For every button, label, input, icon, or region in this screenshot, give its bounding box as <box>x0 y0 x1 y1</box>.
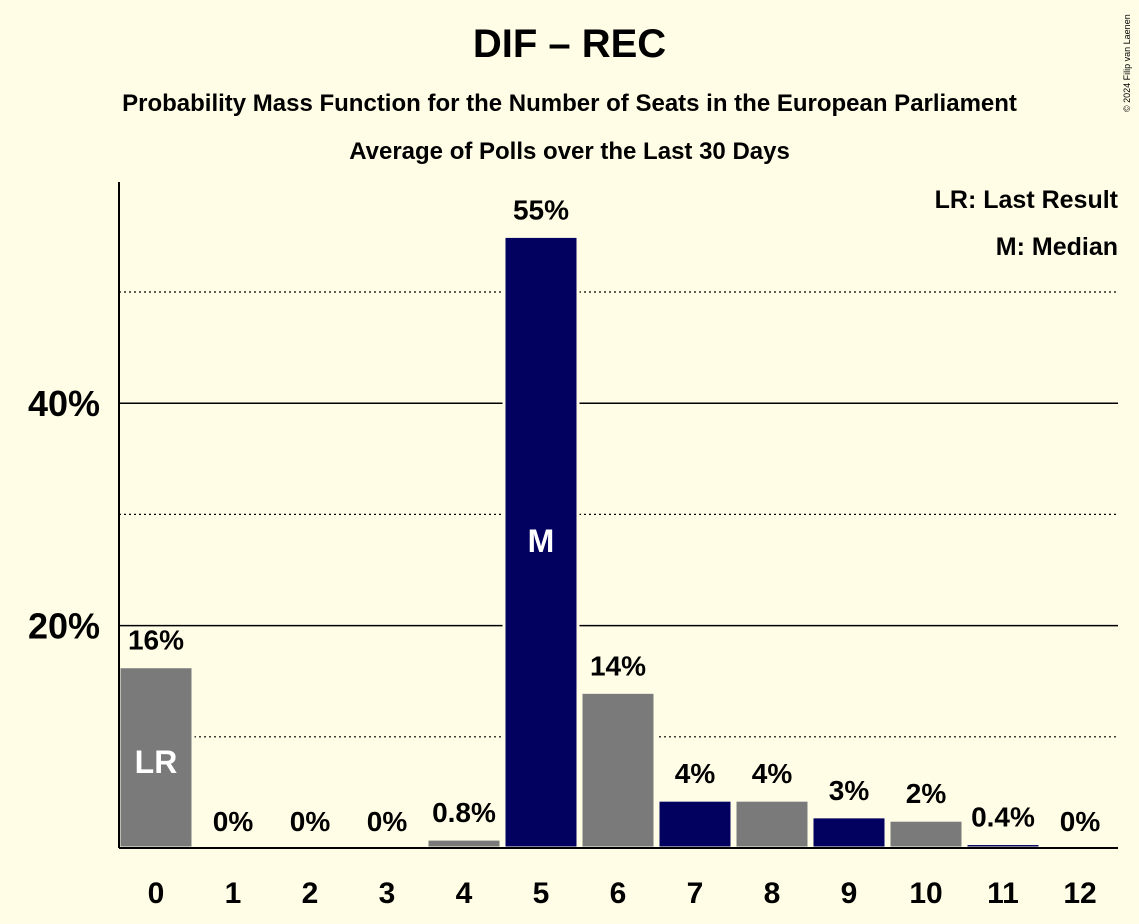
bar-value-label: 2% <box>906 778 947 809</box>
bar-value-label: 0.4% <box>971 802 1035 833</box>
bar-seats-8 <box>733 798 811 850</box>
x-tick-label: 0 <box>148 877 165 910</box>
bar-value-label: 3% <box>829 775 870 806</box>
bar-value-label: 0.8% <box>432 797 496 828</box>
x-tick-label: 6 <box>610 877 627 910</box>
x-tick-label: 3 <box>379 877 396 910</box>
bar-value-label: 0% <box>213 806 254 837</box>
bar-value-label: 0% <box>367 806 408 837</box>
median-marker: M <box>528 523 555 559</box>
x-tick-label: 11 <box>987 877 1019 910</box>
bar-value-label: 4% <box>675 758 716 789</box>
x-tick-label: 5 <box>533 877 550 910</box>
bar-seats-5 <box>502 234 580 850</box>
bar-seats-9 <box>810 815 888 850</box>
bar-seats-7 <box>656 798 734 850</box>
chart-subtitle-period: Average of Polls over the Last 30 Days <box>349 138 790 165</box>
chart-subtitle: Probability Mass Function for the Number… <box>122 90 1017 117</box>
bar-seats-6 <box>579 690 657 850</box>
x-tick-label: 7 <box>687 877 704 910</box>
last-result-marker: LR <box>135 744 178 780</box>
y-tick-label: 20% <box>28 606 100 647</box>
x-tick-label: 9 <box>841 877 858 910</box>
chart-title: DIF – REC <box>472 22 667 66</box>
legend-last-result: LR: Last Result <box>934 186 1118 214</box>
y-tick-label: 40% <box>28 383 100 424</box>
bar-value-label: 4% <box>752 758 793 789</box>
legend-median: M: Median <box>995 233 1118 261</box>
bar-value-label: 55% <box>513 194 569 225</box>
x-tick-label: 12 <box>1063 877 1096 910</box>
x-tick-label: 10 <box>909 877 942 910</box>
x-tick-label: 1 <box>225 877 242 910</box>
x-tick-label: 4 <box>456 877 473 910</box>
bar-value-label: 16% <box>128 625 184 656</box>
bar-seats-0 <box>117 665 195 850</box>
bar-value-label: 0% <box>1060 806 1101 837</box>
bar-value-label: 14% <box>590 650 646 681</box>
bar-seats-4 <box>425 837 503 850</box>
bar-seats-10 <box>887 818 965 850</box>
x-tick-label: 8 <box>764 877 781 910</box>
bar-value-label: 0% <box>290 806 331 837</box>
x-tick-label: 2 <box>302 877 319 910</box>
